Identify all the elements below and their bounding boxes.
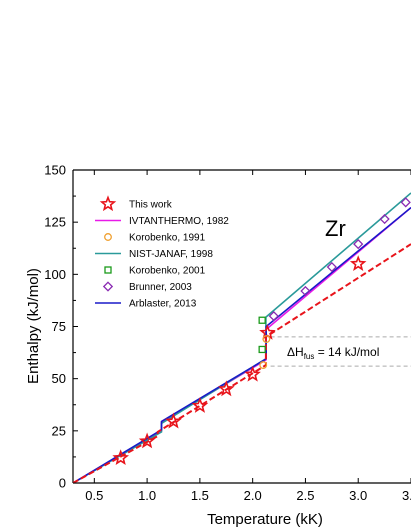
data-point-4 — [258, 345, 266, 354]
series-line-6 — [73, 206, 411, 483]
data-point-5 — [326, 261, 337, 273]
x-axis-title: Temperature (kK) — [207, 511, 323, 528]
axes-frame — [72, 169, 411, 484]
data-point-0 — [165, 412, 182, 429]
legend-swatch — [102, 281, 114, 292]
y-tick-label: 50 — [52, 371, 66, 386]
y-tick-label: 125 — [44, 215, 66, 230]
element-label: Zr — [325, 216, 346, 241]
data-point-5 — [353, 238, 364, 250]
series-layer — [73, 192, 411, 483]
legend: This work IVTANTHERMO, 1982 Korobenko, 199… — [95, 195, 229, 310]
data-point-0 — [191, 397, 209, 413]
x-tick-label: 3.0 — [349, 488, 367, 503]
data-point-2 — [262, 335, 271, 343]
legend-label: This work — [129, 200, 173, 211]
legend-label: Arblaster, 2013 — [129, 299, 197, 310]
tick-layer: 0.5 1.0 1.5 2.0 2.5 3.0 3.5 0 25 50 75 100 125 150 — [44, 163, 411, 503]
y-tick-label: 25 — [52, 423, 66, 438]
fusion-guides — [270, 336, 411, 367]
legend-entry: Korobenko, 2001 — [104, 266, 206, 277]
legend-label: Brunner, 2003 — [129, 282, 192, 293]
legend-entry: NIST-JANAF, 1998 — [95, 249, 213, 260]
legend-label: IVTANTHERMO, 1982 — [129, 216, 229, 227]
legend-swatch — [104, 233, 112, 241]
y-tick-label: 150 — [44, 163, 66, 178]
fusion-annotation: ΔHfus = 14 kJ/mol — [287, 345, 379, 361]
data-point-4 — [258, 316, 266, 324]
data-point-5 — [400, 197, 411, 208]
legend-label: Korobenko, 1991 — [129, 233, 206, 244]
legend-label: Korobenko, 2001 — [129, 266, 206, 277]
legend-entry: This work — [99, 195, 173, 212]
data-point-5 — [379, 213, 390, 225]
y-tick-label: 0 — [59, 476, 66, 491]
legend-label: NIST-JANAF, 1998 — [129, 249, 213, 260]
legend-entry: Korobenko, 1991 — [104, 233, 206, 244]
legend-entry: IVTANTHERMO, 1982 — [95, 216, 229, 227]
x-tick-label: 1.5 — [191, 488, 209, 503]
series-line-0 — [73, 243, 411, 483]
x-tick-label: 1.0 — [138, 488, 156, 503]
data-point-0 — [138, 432, 156, 449]
data-point-0 — [349, 255, 367, 272]
legend-swatch — [99, 195, 117, 212]
legend-swatch — [104, 266, 112, 274]
data-point-0 — [112, 449, 130, 465]
data-point-0 — [218, 380, 235, 397]
legend-entry: Brunner, 2003 — [102, 281, 192, 293]
marker-layer — [112, 197, 411, 465]
data-point-0 — [244, 365, 261, 382]
legend-entry: Arblaster, 2013 — [95, 299, 197, 310]
x-tick-label: 0.5 — [85, 488, 103, 503]
x-tick-label: 3.5 — [402, 488, 411, 503]
series-line-3 — [73, 192, 411, 483]
data-point-2 — [259, 361, 268, 370]
y-tick-label: 100 — [44, 267, 66, 282]
data-point-5 — [300, 285, 311, 297]
y-tick-label: 75 — [52, 319, 66, 334]
data-point-5 — [268, 310, 279, 322]
x-tick-label: 2.5 — [296, 488, 314, 503]
y-axis-title: Enthalpy (kJ/mol) — [25, 268, 42, 384]
x-tick-label: 2.0 — [244, 488, 262, 503]
